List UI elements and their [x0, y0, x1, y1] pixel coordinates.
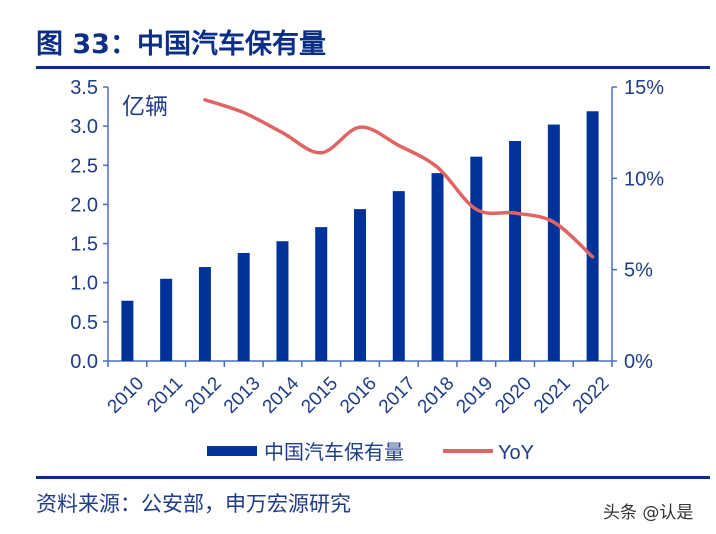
x-tick-label: 2015: [297, 373, 342, 418]
x-tick-label: 2018: [414, 373, 459, 418]
bar-2019: [470, 156, 483, 361]
x-tick-label: 2017: [375, 373, 420, 418]
chart-title: 图 33：中国汽车保有量: [36, 29, 326, 60]
x-tick-label: 2012: [181, 373, 226, 418]
x-tick-label: 2021: [530, 373, 575, 418]
bar-2017: [392, 191, 405, 361]
legend-label-bar: 中国汽车保有量: [264, 441, 404, 464]
bar-2012: [198, 267, 211, 361]
bar-2011: [160, 278, 173, 361]
left-tick-label: 0.5: [70, 312, 98, 334]
bar-2021: [547, 124, 560, 361]
bar-2015: [315, 227, 328, 361]
bar-2022: [586, 111, 599, 361]
bar-2018: [431, 173, 444, 361]
watermark: 头条 @认是: [603, 503, 694, 523]
bar-2013: [237, 252, 250, 361]
legend-label-line: YoY: [498, 442, 534, 464]
bar-2010: [121, 300, 134, 361]
bar-2014: [276, 241, 289, 361]
left-tick-label: 2.0: [70, 194, 98, 216]
title-divider: [36, 66, 710, 69]
x-tick-label: 2016: [336, 373, 381, 418]
source-divider: [36, 476, 710, 479]
x-tick-label: 2010: [104, 373, 149, 418]
left-tick-label: 3.0: [70, 116, 98, 138]
bar-2020: [509, 141, 522, 361]
source-note: 资料来源：公安部，申万宏源研究: [36, 492, 351, 516]
x-tick-label: 2019: [453, 373, 498, 418]
bar-2016: [354, 209, 366, 361]
left-tick-label: 2.5: [70, 155, 98, 177]
left-tick-label: 3.5: [70, 77, 98, 99]
left-tick-label: 1.5: [70, 234, 98, 256]
x-tick-label: 2022: [569, 373, 614, 418]
x-tick-label: 2014: [259, 373, 304, 418]
x-tick-label: 2013: [220, 373, 265, 418]
x-tick-label: 2020: [491, 373, 536, 418]
left-tick-label: 1.0: [70, 273, 98, 295]
right-tick-label: 0%: [624, 351, 653, 373]
left-tick-label: 0.0: [70, 351, 98, 373]
unit-label: 亿辆: [122, 93, 168, 119]
right-tick-label: 15%: [624, 77, 664, 99]
legend-swatch-bar: [207, 446, 257, 456]
right-tick-label: 10%: [624, 168, 664, 190]
x-tick-label: 2011: [143, 373, 187, 417]
right-tick-label: 5%: [624, 260, 653, 282]
